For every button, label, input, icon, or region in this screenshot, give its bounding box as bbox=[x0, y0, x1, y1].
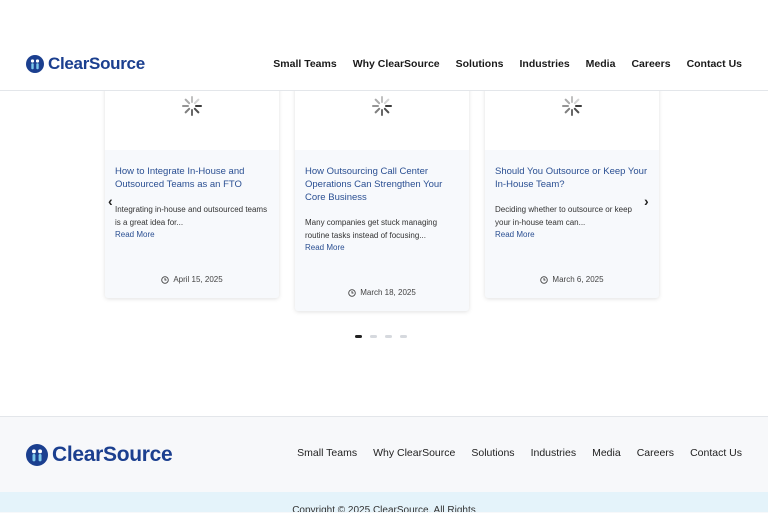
copyright: Copyright © 2025 ClearSource. All Rights bbox=[0, 492, 768, 512]
prev-arrow[interactable]: ‹ bbox=[108, 193, 113, 209]
loading-spinner bbox=[182, 96, 202, 116]
nav-link[interactable]: Why ClearSource bbox=[352, 58, 440, 70]
clock-icon bbox=[540, 275, 549, 284]
dot[interactable] bbox=[355, 335, 362, 338]
nav-link[interactable]: Solutions bbox=[455, 58, 504, 70]
read-more-link[interactable]: Read More bbox=[305, 243, 345, 252]
main-nav: Small Teams Why ClearSource Solutions Indus… bbox=[273, 58, 742, 70]
post-excerpt: Integrating in-house and outsourced team… bbox=[115, 205, 268, 227]
logo-icon bbox=[26, 55, 44, 73]
post-title[interactable]: How to Integrate In-House and Outsourced… bbox=[115, 166, 245, 190]
nav-link[interactable]: Contact Us bbox=[686, 58, 742, 70]
logo[interactable]: ClearSource bbox=[26, 54, 145, 74]
nav-link[interactable]: Media bbox=[585, 58, 616, 70]
site-header: ClearSource Small Teams Why ClearSource So… bbox=[0, 0, 768, 91]
nav-link[interactable]: Media bbox=[592, 447, 621, 459]
nav-link[interactable]: Industries bbox=[530, 447, 577, 459]
loading-spinner bbox=[562, 96, 582, 116]
footer-nav: Small Teams Why ClearSource Solutions Indus… bbox=[297, 447, 742, 459]
post-title[interactable]: Should You Outsource or Keep Your In-Hou… bbox=[495, 166, 648, 190]
nav-link[interactable]: Small Teams bbox=[273, 58, 337, 70]
post-date-row: March 18, 2025 bbox=[305, 288, 459, 297]
dot[interactable] bbox=[400, 335, 407, 338]
nav-link[interactable]: Contact Us bbox=[690, 447, 742, 459]
read-more-link[interactable]: Read More bbox=[495, 230, 535, 239]
read-more-link[interactable]: Read More bbox=[115, 230, 155, 239]
post-date-row: March 6, 2025 bbox=[495, 275, 649, 284]
logo-icon bbox=[26, 444, 48, 466]
nav-link[interactable]: Why ClearSource bbox=[373, 447, 456, 459]
logo-text: ClearSource bbox=[48, 54, 145, 73]
logo-text: ClearSource bbox=[52, 443, 173, 466]
post-date: April 15, 2025 bbox=[173, 275, 223, 284]
post-body: Should You Outsource or Keep Your In-Hou… bbox=[485, 150, 659, 298]
nav-link[interactable]: Careers bbox=[631, 58, 671, 70]
dot[interactable] bbox=[370, 335, 377, 338]
loading-spinner bbox=[372, 96, 392, 116]
footer-logo[interactable]: ClearSource bbox=[26, 443, 173, 467]
post-date-row: April 15, 2025 bbox=[115, 275, 269, 284]
post-date: March 6, 2025 bbox=[552, 275, 604, 284]
post-body: How Outsourcing Call Center Operations C… bbox=[295, 150, 469, 311]
post-date: March 18, 2025 bbox=[360, 288, 416, 297]
dot[interactable] bbox=[385, 335, 392, 338]
post-excerpt: Deciding whether to outsource or keep yo… bbox=[495, 205, 632, 227]
clock-icon bbox=[348, 288, 356, 297]
post-title[interactable]: How Outsourcing Call Center Operations C… bbox=[305, 166, 443, 203]
next-arrow[interactable]: › bbox=[644, 193, 649, 209]
nav-link[interactable]: Solutions bbox=[471, 447, 515, 459]
carousel-dots bbox=[355, 335, 407, 338]
nav-link[interactable]: Careers bbox=[636, 447, 675, 459]
nav-link[interactable]: Small Teams bbox=[297, 447, 358, 459]
post-body: How to Integrate In-House and Outsourced… bbox=[105, 150, 279, 298]
nav-link[interactable]: Industries bbox=[519, 58, 570, 70]
clock-icon bbox=[161, 275, 170, 284]
post-excerpt: Many companies get stuck managing routin… bbox=[305, 218, 438, 240]
